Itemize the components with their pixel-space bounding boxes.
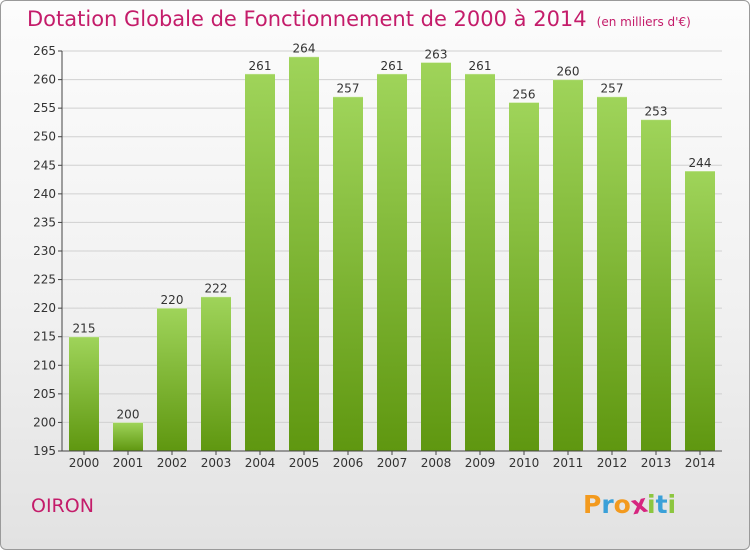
bar	[553, 79, 583, 452]
y-tick-label: 200	[33, 415, 56, 429]
y-tick-label: 260	[33, 73, 56, 87]
proxiti-logo: Proxiti	[583, 489, 677, 521]
y-tick-label: 225	[33, 273, 56, 287]
data-label: 253	[645, 105, 668, 119]
logo-letter: r	[601, 490, 614, 519]
y-tick-label: 250	[33, 130, 56, 144]
y-tick-label: 255	[33, 101, 56, 115]
y-tick-label: 230	[33, 244, 56, 258]
bar	[157, 308, 187, 451]
x-tick-label: 2013	[641, 456, 672, 470]
bar	[421, 62, 451, 452]
y-tick-label: 240	[33, 187, 56, 201]
x-tick-label: 2000	[69, 456, 100, 470]
x-tick-label: 2004	[245, 456, 276, 470]
x-tick-label: 2014	[685, 456, 716, 470]
data-label: 261	[249, 59, 272, 73]
data-label: 260	[557, 65, 580, 79]
x-tick-label: 2002	[157, 456, 188, 470]
y-tick-label: 205	[33, 387, 56, 401]
bar	[685, 171, 715, 451]
x-tick-label: 2011	[553, 456, 584, 470]
bar	[289, 56, 319, 451]
chart-unit: (en milliers d'€)	[596, 15, 691, 29]
logo-letter: i	[647, 490, 656, 519]
x-tick-label: 2008	[421, 456, 452, 470]
commune-name: OIRON	[31, 495, 94, 517]
x-tick-label: 2007	[377, 456, 408, 470]
chart-title: Dotation Globale de Fonctionnement de 20…	[27, 7, 587, 31]
data-label: 263	[425, 47, 448, 61]
data-label: 261	[469, 59, 492, 73]
title-row: Dotation Globale de Fonctionnement de 20…	[27, 7, 691, 31]
y-tick-label: 235	[33, 215, 56, 229]
bar	[333, 96, 363, 451]
data-label: 257	[601, 82, 624, 96]
logo-letter: t	[655, 490, 668, 519]
bar	[245, 73, 275, 451]
y-tick-label: 195	[33, 444, 56, 458]
bar	[69, 336, 99, 451]
data-label: 261	[381, 59, 404, 73]
x-tick-label: 2003	[201, 456, 232, 470]
bar	[201, 296, 231, 451]
data-label: 222	[205, 282, 228, 296]
data-label: 256	[513, 87, 536, 101]
logo-letter: P	[583, 490, 602, 519]
y-tick-label: 210	[33, 358, 56, 372]
x-tick-label: 2006	[333, 456, 364, 470]
data-label: 215	[73, 322, 96, 336]
x-tick-label: 2005	[289, 456, 320, 470]
bar	[465, 73, 495, 451]
logo-letter: o	[613, 490, 631, 519]
logo-letter: i	[667, 490, 677, 519]
bar	[597, 96, 627, 451]
y-tick-label: 220	[33, 301, 56, 315]
bar	[113, 422, 143, 451]
bar	[509, 102, 539, 451]
y-tick-label: 215	[33, 330, 56, 344]
y-tick-label: 265	[33, 44, 56, 58]
bar	[641, 119, 671, 452]
data-label: 264	[293, 42, 316, 56]
x-tick-label: 2012	[597, 456, 628, 470]
x-tick-label: 2009	[465, 456, 496, 470]
bar	[377, 73, 407, 451]
data-label: 244	[689, 156, 712, 170]
y-tick-label: 245	[33, 158, 56, 172]
data-label: 220	[161, 293, 184, 307]
data-label: 257	[337, 82, 360, 96]
x-tick-label: 2010	[509, 456, 540, 470]
x-tick-label: 2001	[113, 456, 144, 470]
data-label: 200	[117, 407, 140, 421]
